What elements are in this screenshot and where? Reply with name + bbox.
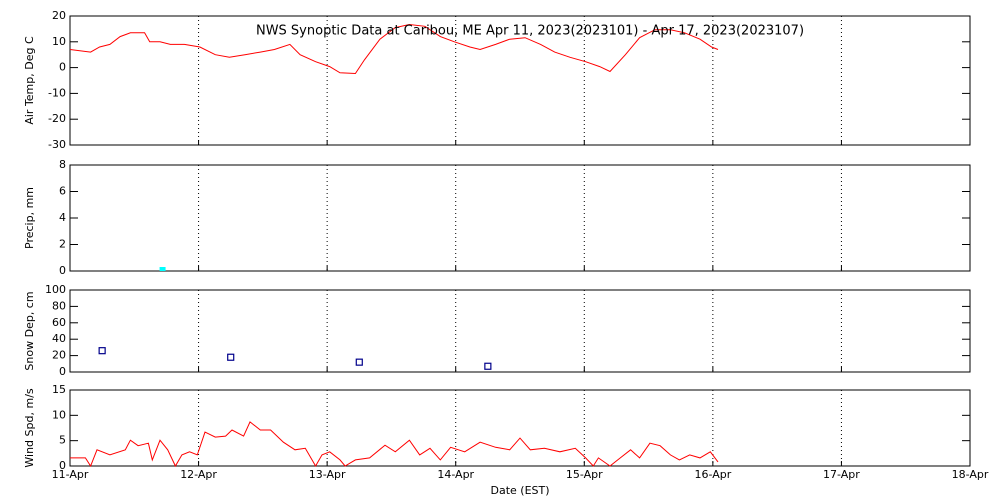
point — [227, 353, 235, 361]
y-axis-label: Precip, mm — [23, 187, 36, 249]
y-tick-label: 8 — [59, 158, 66, 171]
y-tick-label: -30 — [48, 138, 66, 151]
chart-title: NWS Synoptic Data at Caribou, ME Apr 11,… — [256, 24, 804, 39]
y-tick-label: 80 — [52, 299, 66, 312]
x-tick-label: 12-Apr — [180, 468, 217, 481]
x-tick-label: 13-Apr — [309, 468, 346, 481]
y-tick-label: 0 — [59, 365, 66, 378]
x-tick-label: 16-Apr — [694, 468, 731, 481]
point — [484, 362, 492, 370]
y-tick-label: -20 — [48, 112, 66, 125]
x-tick-label: 15-Apr — [566, 468, 603, 481]
y-tick-label: -10 — [48, 86, 66, 99]
y-tick-label: 10 — [52, 408, 66, 421]
y-tick-label: 20 — [52, 349, 66, 362]
y-tick-label: 0 — [59, 264, 66, 277]
y-tick-label: 0 — [59, 459, 66, 472]
y-axis-label: Wind Spd, m/s — [23, 388, 36, 468]
y-tick-label: 10 — [52, 35, 66, 48]
x-tick-label: 18-Apr — [952, 468, 989, 481]
y-tick-label: 0 — [59, 61, 66, 74]
y-tick-label: 60 — [52, 316, 66, 329]
x-axis-label: Date (EST) — [490, 484, 549, 497]
y-tick-label: 100 — [45, 283, 66, 296]
plot-frame — [69, 389, 971, 467]
y-tick-label: 20 — [52, 9, 66, 22]
y-axis-label: Snow Dep, cm — [23, 291, 36, 370]
y-tick-label: 15 — [52, 383, 66, 396]
y-tick-label: 6 — [59, 185, 66, 198]
y-tick-label: 40 — [52, 332, 66, 345]
x-tick-label: 14-Apr — [437, 468, 474, 481]
data-line — [69, 23, 719, 75]
plot-frame — [69, 289, 971, 373]
data-line — [70, 421, 719, 468]
point — [355, 358, 363, 366]
y-tick-label: 4 — [59, 211, 66, 224]
plot-frame — [69, 15, 971, 146]
x-tick-label: 17-Apr — [823, 468, 860, 481]
plot-frame — [69, 164, 971, 272]
y-tick-label: 2 — [59, 238, 66, 251]
x-tick-label: 11-Apr — [52, 468, 89, 481]
bar — [159, 267, 166, 271]
y-tick-label: 5 — [59, 434, 66, 447]
point — [98, 347, 106, 355]
y-axis-label: Air Temp, Deg C — [23, 36, 36, 125]
